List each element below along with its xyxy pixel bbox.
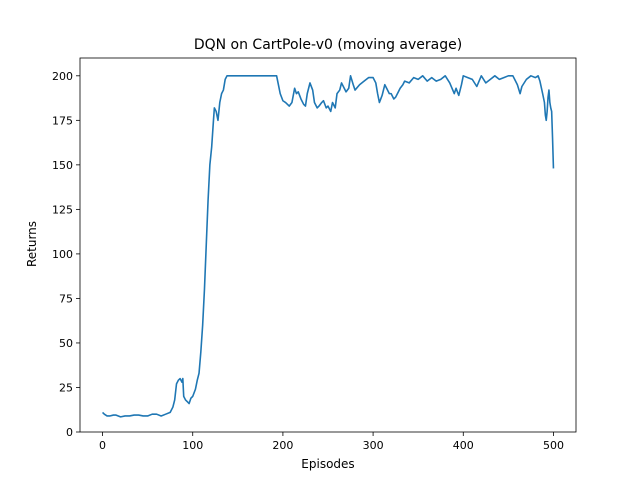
y-tick-label: 50 [59, 337, 73, 350]
x-tick-label: 200 [272, 439, 293, 452]
x-tick-label: 0 [99, 439, 106, 452]
x-tick-label: 300 [363, 439, 384, 452]
x-tick-label: 100 [182, 439, 203, 452]
y-tick-label: 125 [52, 203, 73, 216]
y-tick-label: 150 [52, 159, 73, 172]
y-tick-label: 200 [52, 70, 73, 83]
x-tick-label: 500 [543, 439, 564, 452]
y-axis: 0 25 50 75 100 125 150 175 200 [52, 70, 80, 439]
x-axis: 0 100 200 300 400 500 [99, 432, 564, 452]
x-axis-label: Episodes [301, 457, 354, 471]
y-axis-label: Returns [25, 221, 39, 267]
chart-title: DQN on CartPole-v0 (moving average) [194, 37, 462, 53]
y-tick-label: 75 [59, 292, 73, 305]
plot-frame [79, 57, 577, 433]
y-tick-label: 100 [52, 248, 73, 261]
plot-area [101, 75, 555, 418]
y-tick-label: 25 [59, 381, 73, 394]
y-tick-label: 175 [52, 114, 73, 127]
x-tick-label: 400 [453, 439, 474, 452]
y-tick-label: 0 [66, 426, 73, 439]
series-line-0 [101, 75, 555, 418]
